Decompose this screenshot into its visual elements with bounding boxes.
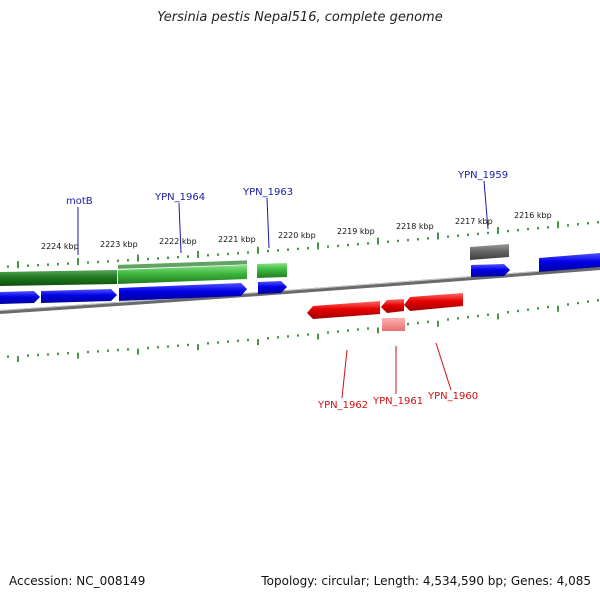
gene-label-ypn1964: YPN_1964 [154, 192, 205, 203]
gene-green-overlay [118, 260, 247, 269]
gene-green-1964 [118, 265, 247, 284]
gene-red-1961 [381, 299, 404, 313]
genome-backbone [0, 266, 600, 314]
gene-label-ypn1960: YPN_1960 [427, 391, 478, 402]
leader-line-1962 [341, 349, 348, 399]
leader-line-1960 [435, 342, 452, 391]
gene-label-ypn1963: YPN_1963 [242, 187, 293, 198]
gene-red-1960 [404, 293, 463, 311]
gene-gray-1959 [470, 244, 509, 260]
scale-label: 2221 kbp [218, 235, 256, 244]
gene-green-motB [0, 270, 117, 286]
scale-label: 2219 kbp [337, 227, 375, 236]
scale-label: 2224 kbp [41, 242, 79, 251]
gene-red-1962 [307, 301, 380, 319]
gene-blue-1964 [119, 283, 247, 301]
gene-green-1963 [257, 263, 287, 278]
leader-line-1959 [483, 180, 489, 230]
leader-lines-bottom [341, 342, 452, 399]
outer-scale-track [7, 221, 599, 269]
gene-pink-1961 [382, 318, 405, 331]
gene-blue-motB-a [0, 291, 40, 304]
genome-stats-label: Topology: circular; Length: 4,534,590 bp… [261, 574, 591, 588]
gene-label-ypn1959: YPN_1959 [457, 170, 508, 181]
scale-label: 2220 kbp [278, 231, 316, 240]
gene-label-motB: motB [66, 196, 93, 207]
gene-blue-1963 [258, 281, 287, 294]
gene-blue-1959 [471, 264, 510, 277]
gray-gene-track [470, 244, 509, 260]
scale-label: 2218 kbp [396, 222, 434, 231]
green-gene-track [0, 260, 287, 286]
scale-label: 2222 kbp [159, 237, 197, 246]
map-title: Yersinia pestis Nepal516, complete genom… [157, 10, 443, 25]
blue-gene-track [0, 253, 600, 304]
red-gene-track [307, 293, 463, 331]
gene-label-ypn1962: YPN_1962 [317, 400, 368, 411]
gene-blue-motB-b [41, 289, 117, 303]
gene-label-ypn1961: YPN_1961 [372, 396, 423, 407]
scale-label: 2223 kbp [100, 240, 138, 249]
gene-labels-bottom: YPN_1962 YPN_1961 YPN_1960 [317, 391, 478, 411]
inner-scale-track [7, 299, 599, 363]
gene-labels-top: motB YPN_1964 YPN_1963 YPN_1959 [66, 170, 508, 207]
scale-label: 2216 kbp [514, 211, 552, 220]
scale-label: 2217 kbp [455, 217, 493, 226]
scale-labels: 2224 kbp 2223 kbp 2222 kbp 2221 kbp 2220… [41, 211, 552, 251]
leader-line-1964 [178, 202, 182, 254]
leader-line-1963 [266, 197, 270, 249]
gene-blue-1958 [539, 253, 600, 272]
leader-lines-top [77, 180, 489, 255]
accession-label: Accession: NC_008149 [9, 574, 146, 588]
